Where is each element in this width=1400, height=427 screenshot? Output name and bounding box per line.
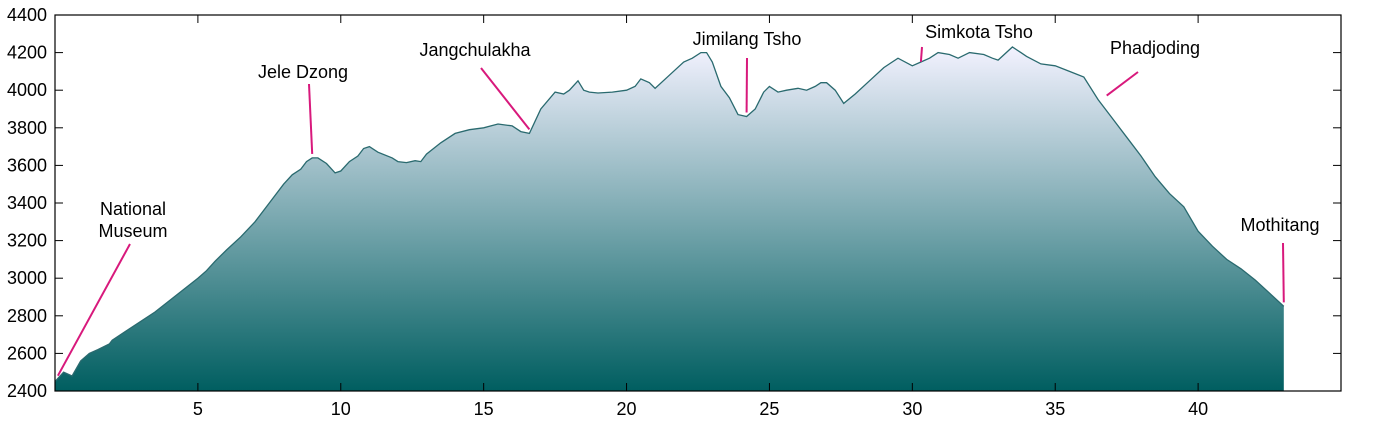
annotation-label-phadjoding: Phadjoding	[1110, 38, 1200, 58]
y-tick-label: 3000	[7, 268, 47, 288]
annotation-label-line: Jangchulakha	[419, 40, 531, 60]
annotation-label-line: Simkota Tsho	[925, 22, 1033, 42]
x-tick-label: 10	[331, 399, 351, 419]
axes-layer: 2400 2600 2800 3000 3200 3400 3600 3800 4000 4200…	[7, 5, 1342, 419]
y-tick-label: 4000	[7, 80, 47, 100]
annotation-label-mothitang: Mothitang	[1240, 215, 1319, 235]
x-tick-label: 15	[474, 399, 494, 419]
annotation-leader-simkota-tsho	[919, 46, 923, 62]
y-tick-label: 4200	[7, 43, 47, 63]
annotation-label-line: Jele Dzong	[258, 62, 348, 82]
y-tick-label: 3600	[7, 155, 47, 175]
annotation-label-simkota-tsho: Simkota Tsho	[925, 22, 1033, 42]
annotations-layer: National Museum Jele Dzong Jangchulakha Jimi…	[57, 22, 1320, 377]
elevation-line	[54, 46, 1285, 383]
annotation-label-line: Mothitang	[1240, 215, 1319, 235]
x-tick-label: 20	[617, 399, 637, 419]
x-tick-label: 5	[193, 399, 203, 419]
annotation-leader-national-museum	[57, 243, 131, 377]
annotation-label-line: Phadjoding	[1110, 38, 1200, 58]
annotation-label-jele-dzong: Jele Dzong	[258, 62, 348, 82]
x-tick-label: 25	[759, 399, 779, 419]
annotation-label-jangchulakha: Jangchulakha	[419, 40, 531, 60]
annotation-leader-jele-dzong	[308, 83, 314, 154]
y-tick-label: 3200	[7, 231, 47, 251]
y-tick-label: 2600	[7, 343, 47, 363]
annotation-label-jimilang-tsho: Jimilang Tsho	[693, 29, 802, 49]
x-tick-label: 40	[1188, 399, 1208, 419]
x-tick-label: 35	[1045, 399, 1065, 419]
y-tick-label: 3800	[7, 118, 47, 138]
area-layer	[54, 46, 1285, 391]
annotation-label-line: Museum	[98, 221, 167, 241]
y-tick-label: 4400	[7, 5, 47, 25]
annotation-leader-mothitang	[1282, 242, 1285, 303]
y-tick-label: 2400	[7, 381, 47, 401]
annotation-label-line: National	[100, 199, 166, 219]
annotation-leader-jangchulakha	[480, 67, 531, 131]
y-tick-label: 3400	[7, 193, 47, 213]
annotation-label-national-museum: National Museum	[98, 199, 167, 241]
annotation-leader-phadjoding	[1106, 71, 1139, 97]
x-tick-label: 30	[902, 399, 922, 419]
y-tick-label: 2800	[7, 306, 47, 326]
elevation-area	[55, 47, 1284, 391]
annotation-label-line: Jimilang Tsho	[693, 29, 802, 49]
